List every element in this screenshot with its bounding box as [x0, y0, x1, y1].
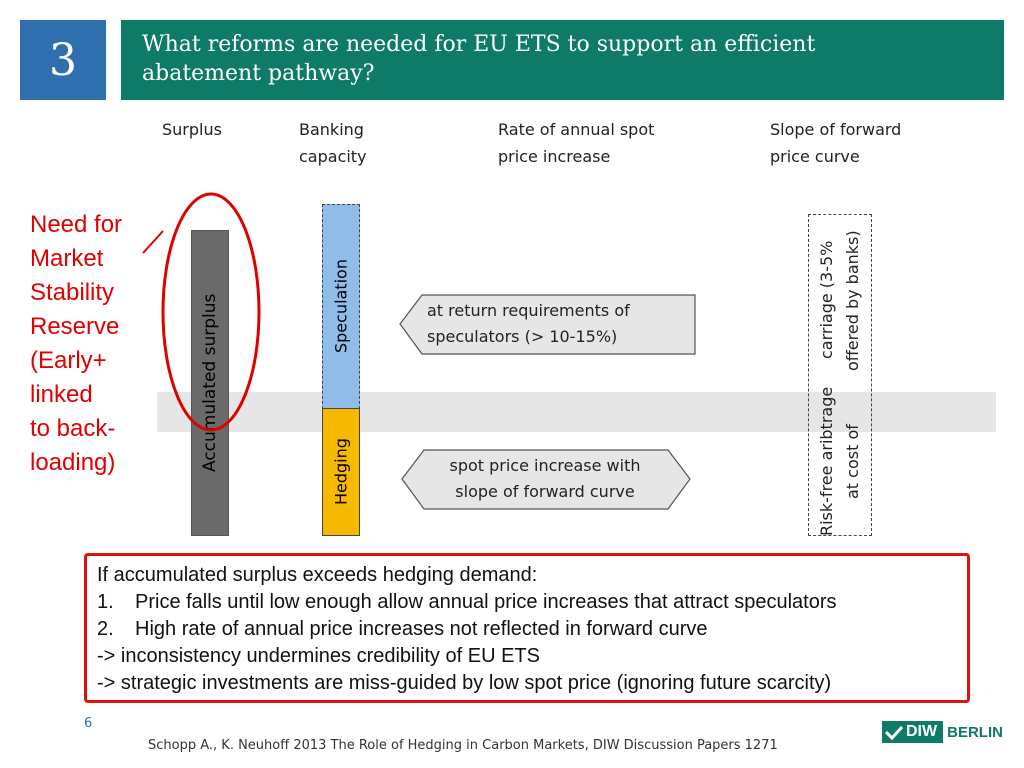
hedging-bar	[322, 408, 360, 536]
speculators-arrow-line1: at return requirements of	[427, 301, 630, 320]
column-heading-rate-line1: Rate of annual spot	[498, 120, 655, 139]
section-number-box: 3	[20, 20, 106, 100]
speculators-arrow-text: at return requirements of speculators (>…	[427, 298, 630, 350]
conclusion-line-investments: -> strategic investments are miss-guided…	[97, 672, 832, 694]
callout-line: linked	[30, 381, 93, 408]
riskfree-arbitrage-label: Risk-free aribtrage at cost of carriage …	[808, 214, 872, 536]
speculators-arrow-shape	[399, 294, 696, 355]
callout-line: Stability	[30, 279, 115, 306]
diw-check-icon	[885, 726, 903, 740]
conclusion-text: If accumulated surplus exceeds hedging d…	[97, 562, 967, 697]
column-heading-banking: Banking capacity	[299, 116, 367, 170]
diw-berlin-logo: DIW BERLIN	[882, 718, 1003, 746]
callout-line: loading)	[30, 449, 116, 476]
title-bar	[121, 20, 1004, 100]
diw-logo-text: DIW	[906, 723, 938, 740]
slide-title-line2: abatement pathway?	[142, 61, 375, 86]
conclusion-intro: If accumulated surplus exceeds hedging d…	[97, 564, 538, 586]
section-number: 3	[49, 34, 77, 86]
accumulated-surplus-bar	[191, 230, 229, 536]
conclusion-item-number: 1.	[97, 591, 114, 613]
riskfree-arbitrage-box	[808, 214, 872, 536]
column-heading-rate-line2: price increase	[498, 147, 611, 166]
callout-line: (Early+	[30, 347, 107, 374]
column-heading-banking-line1: Banking	[299, 120, 364, 139]
column-heading-slope-line2: price curve	[770, 147, 860, 166]
conclusion-item-text: Price falls until low enough allow annua…	[135, 591, 837, 613]
diw-logo-mark: DIW	[882, 721, 944, 743]
column-heading-slope: Slope of forward price curve	[770, 116, 901, 170]
speculators-arrow-line2: speculators (> 10-15%)	[427, 327, 618, 346]
page-number: 6	[84, 716, 93, 731]
conclusion-item-number: 2.	[97, 618, 114, 640]
surplus-highlight-ellipse	[161, 192, 261, 432]
column-heading-rate: Rate of annual spot price increase	[498, 116, 654, 170]
conclusion-item: 1. Price falls until low enough allow an…	[97, 589, 967, 616]
citation: Schopp A., K. Neuhoff 2013 The Role of H…	[148, 738, 778, 753]
column-heading-banking-line2: capacity	[299, 147, 367, 166]
hedging-arrow-text: spot price increase with slope of forwar…	[420, 453, 670, 505]
conclusion-box	[84, 553, 970, 703]
column-heading-surplus-line1: Surplus	[162, 120, 222, 139]
callout-line: Market	[30, 245, 104, 272]
hedging-arrow-line1: spot price increase with	[449, 456, 641, 475]
callout-line: to back-	[30, 415, 116, 442]
column-heading-slope-line1: Slope of forward	[770, 120, 902, 139]
slide-title-line1: What reforms are needed for EU ETS to su…	[142, 32, 816, 57]
conclusion-line-credibility: -> inconsistency undermines credibility …	[97, 645, 540, 667]
hedging-arrow-shape	[401, 449, 691, 510]
column-heading-surplus: Surplus	[162, 116, 222, 143]
callout-line: Need for	[30, 211, 123, 238]
callout-line: Reserve	[30, 313, 120, 340]
riskfree-line2: carriage (3-5% offered by banks)	[817, 229, 862, 371]
market-stability-reserve-callout: Need for Market Stability Reserve (Early…	[30, 208, 170, 480]
equilibrium-band	[157, 392, 996, 432]
berlin-logo-text: BERLIN	[947, 723, 1003, 741]
conclusion-item-text: High rate of annual price increases not …	[135, 618, 708, 640]
conclusion-item: 2. High rate of annual price increases n…	[97, 616, 967, 643]
slide-title: What reforms are needed for EU ETS to su…	[142, 30, 992, 88]
hedging-arrow-line2: slope of forward curve	[455, 482, 635, 501]
callout-pointer-line	[142, 230, 164, 254]
riskfree-line1: Risk-free aribtrage at cost of	[817, 386, 862, 536]
